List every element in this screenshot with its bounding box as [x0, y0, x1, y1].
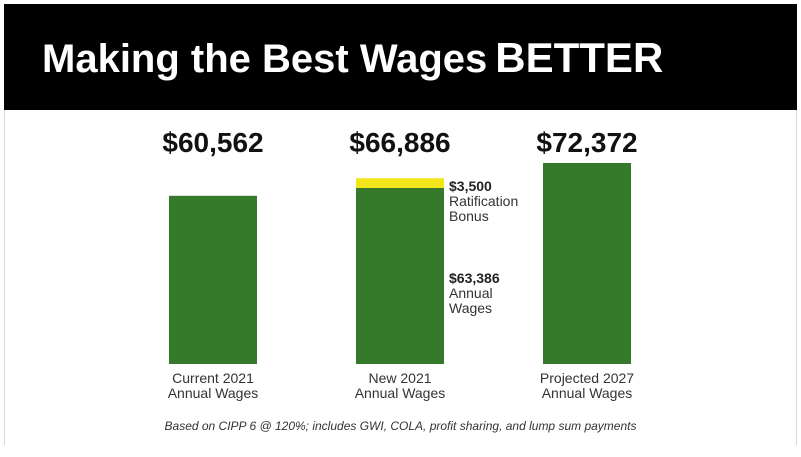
title-emphasis: BETTER — [495, 34, 664, 81]
segment-label-0-0: $63,386 — [449, 270, 500, 286]
title-banner: Making the Best Wages BETTER — [4, 4, 797, 110]
category-label-2-1: Annual Wages — [542, 385, 633, 401]
segment-label-1-1: Ratification — [449, 193, 518, 209]
category-label-0-1: Annual Wages — [168, 385, 259, 401]
bar-bonus-1 — [356, 178, 444, 188]
segment-label-1-2: Bonus — [449, 208, 489, 224]
footnote: Based on CIPP 6 @ 120%; includes GWI, CO… — [164, 419, 637, 433]
bar-wages-0 — [169, 195, 257, 364]
left-border-line — [4, 110, 5, 445]
total-label-2: $72,372 — [536, 127, 637, 158]
segment-label-0-1: Annual — [449, 285, 493, 301]
title-main: Making the Best Wages — [42, 37, 488, 81]
right-border-line — [796, 110, 797, 445]
segment-label-1-0: $3,500 — [449, 178, 492, 194]
segment-label-0-2: Wages — [449, 300, 492, 316]
category-label-2-0: Projected 2027 — [540, 370, 634, 386]
total-label-1: $66,886 — [349, 127, 450, 158]
category-label-0-0: Current 2021 — [172, 370, 254, 386]
bar-wages-1 — [356, 187, 444, 364]
total-label-0: $60,562 — [162, 127, 263, 158]
category-label-1-1: Annual Wages — [355, 385, 446, 401]
slide-title: Making the Best Wages BETTER — [42, 34, 663, 82]
bar-wages-2 — [543, 163, 631, 364]
category-label-1-0: New 2021 — [368, 370, 431, 386]
